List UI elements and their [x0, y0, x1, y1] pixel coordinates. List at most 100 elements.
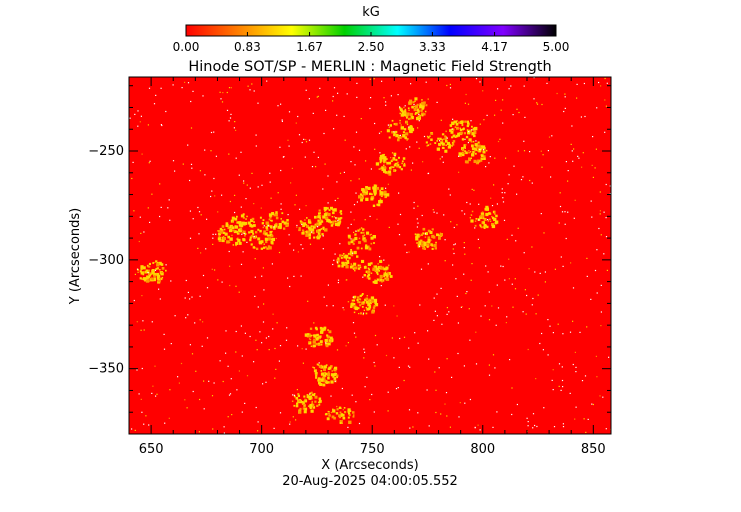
strong-field-pixel	[409, 112, 413, 117]
speckle-pixel	[479, 123, 481, 125]
speckle-pixel	[535, 313, 537, 315]
strong-field-pixel	[451, 144, 453, 147]
strong-field-pixel	[217, 230, 220, 232]
strong-field-pixel	[486, 225, 489, 229]
speckle-pixel	[466, 291, 468, 293]
speckle-pixel	[446, 307, 448, 309]
speckle-pixel	[413, 207, 415, 209]
speckle-pixel	[560, 256, 562, 258]
speckle-pixel	[397, 223, 399, 225]
strong-field-pixel	[432, 236, 436, 239]
y-axis: −250−300−350	[88, 85, 611, 413]
speckle-pixel	[153, 103, 156, 105]
strong-field-pixel	[336, 262, 339, 264]
speckle-pixel	[169, 389, 171, 391]
strong-field-pixel	[434, 142, 437, 144]
strong-field-pixel	[371, 296, 374, 299]
speckle-pixel	[295, 419, 297, 421]
strong-field-pixel	[356, 298, 359, 302]
strong-field-pixel	[494, 211, 496, 213]
speckle-pixel	[198, 431, 200, 433]
speckle-pixel	[335, 217, 337, 219]
strong-field-pixel	[313, 393, 316, 395]
speckle-pixel	[362, 312, 365, 314]
strong-field-pixel	[436, 140, 438, 142]
speckle-pixel	[161, 124, 163, 127]
strong-field-pixel	[386, 129, 390, 133]
speckle-pixel	[325, 109, 327, 111]
strong-field-pixel	[313, 334, 317, 338]
strong-field-pixel	[161, 276, 164, 279]
speckle-pixel	[199, 398, 201, 401]
strong-field-pixel	[408, 117, 411, 120]
strong-field-pixel	[377, 263, 379, 265]
speckle-pixel	[274, 347, 276, 350]
strong-field-pixel	[393, 134, 396, 137]
speckle-pixel	[549, 325, 551, 327]
speckle-pixel	[163, 333, 165, 335]
strong-field-pixel	[398, 156, 400, 159]
speckle-pixel	[502, 122, 504, 124]
strong-field-pixel	[481, 158, 484, 160]
strong-field-pixel	[422, 103, 425, 106]
speckle-pixel	[506, 316, 508, 318]
speckle-pixel	[542, 349, 544, 351]
speckle-pixel	[514, 288, 517, 290]
speckle-pixel	[387, 391, 389, 393]
speckle-pixel	[380, 285, 382, 287]
strong-field-pixel	[338, 406, 342, 409]
speckle-pixel	[296, 389, 298, 391]
speckle-pixel	[280, 208, 282, 210]
strong-field-pixel	[330, 380, 334, 384]
speckle-pixel	[226, 91, 228, 94]
strong-field-pixel	[268, 218, 271, 221]
strong-field-pixel	[340, 413, 344, 416]
speckle-pixel	[585, 431, 587, 433]
speckle-pixel	[547, 150, 549, 152]
strong-field-pixel	[403, 106, 405, 109]
speckle-pixel	[596, 292, 598, 294]
strong-field-pixel	[465, 144, 467, 146]
strong-field-pixel	[417, 245, 421, 248]
strong-field-pixel	[300, 221, 304, 224]
speckle-pixel	[192, 90, 194, 92]
speckle-pixel	[346, 279, 348, 281]
speckle-pixel	[552, 389, 554, 391]
strong-field-pixel	[317, 215, 321, 219]
strong-field-pixel	[293, 395, 296, 398]
speckle-pixel	[500, 265, 502, 267]
speckle-pixel	[572, 363, 574, 366]
speckle-pixel	[223, 432, 225, 434]
strong-field-pixel	[491, 223, 494, 226]
speckle-pixel	[571, 150, 573, 152]
strong-field-pixel	[362, 192, 367, 196]
strong-field-pixel	[394, 130, 398, 134]
speckle-pixel	[237, 237, 239, 239]
speckle-pixel	[529, 151, 531, 153]
speckle-pixel	[522, 176, 524, 178]
speckle-pixel	[185, 279, 187, 282]
strong-field-pixel	[481, 211, 484, 214]
strong-field-pixel	[317, 377, 321, 381]
strong-field-pixel	[427, 144, 430, 147]
strong-field-pixel	[270, 227, 273, 229]
strong-field-pixel	[358, 301, 361, 304]
strong-field-pixel	[420, 109, 423, 112]
speckle-pixel	[459, 402, 461, 404]
strong-field-pixel	[383, 190, 387, 194]
speckle-pixel	[596, 376, 598, 378]
strong-field-pixel	[225, 223, 229, 227]
speckle-pixel	[337, 282, 339, 284]
speckle-pixel	[215, 155, 217, 157]
strong-field-pixel	[257, 228, 260, 231]
speckle-pixel	[309, 243, 312, 245]
strong-field-pixel	[308, 232, 311, 235]
speckle-pixel	[374, 334, 377, 337]
speckle-pixel	[140, 115, 142, 117]
strong-field-pixel	[316, 363, 319, 366]
strong-field-pixel	[408, 109, 410, 111]
speckle-pixel	[483, 119, 485, 121]
speckle-pixel	[574, 199, 576, 201]
strong-field-pixel	[393, 152, 397, 156]
strong-field-pixel	[367, 270, 371, 274]
